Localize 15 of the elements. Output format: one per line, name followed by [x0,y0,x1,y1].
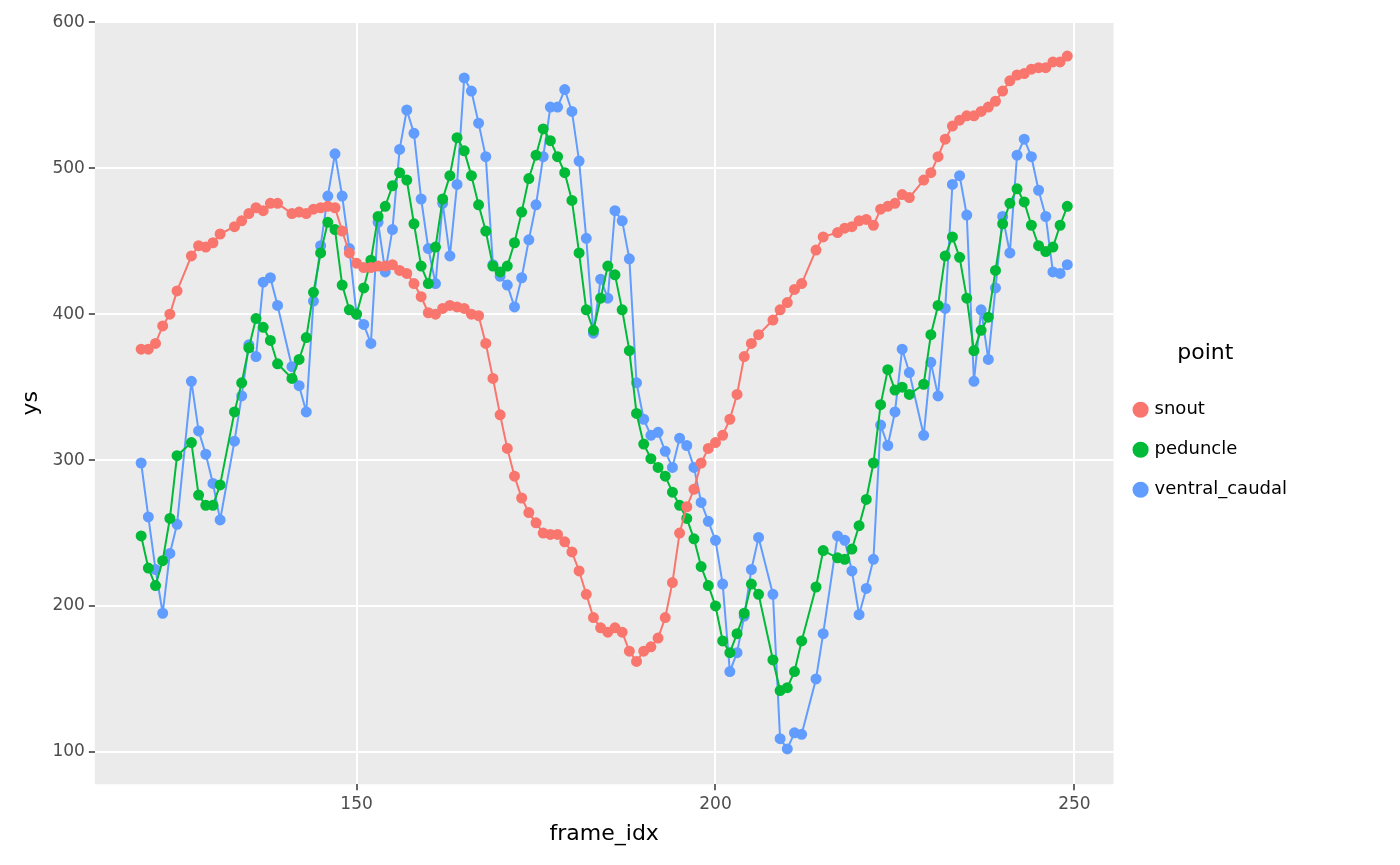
x-tick-label: 200 [699,792,732,813]
legend-label: snout [1154,397,1205,419]
x-tick-label: 150 [340,792,373,813]
y-tick-label: 500 [52,156,85,177]
y-tick-label: 600 [52,10,85,31]
legend-label: peduncle [1154,437,1238,459]
legend-title: point [1177,339,1234,365]
legend-label: ventral_caudal [1154,477,1288,500]
x-axis-title: frame_idx [549,819,659,846]
y-tick-label: 100 [52,740,85,761]
y-tick-label: 300 [52,448,85,469]
y-axis-title: ys [16,390,42,416]
y-tick-label: 400 [52,302,85,323]
y-tick-label: 200 [52,594,85,615]
x-tick-label: 250 [1058,792,1091,813]
